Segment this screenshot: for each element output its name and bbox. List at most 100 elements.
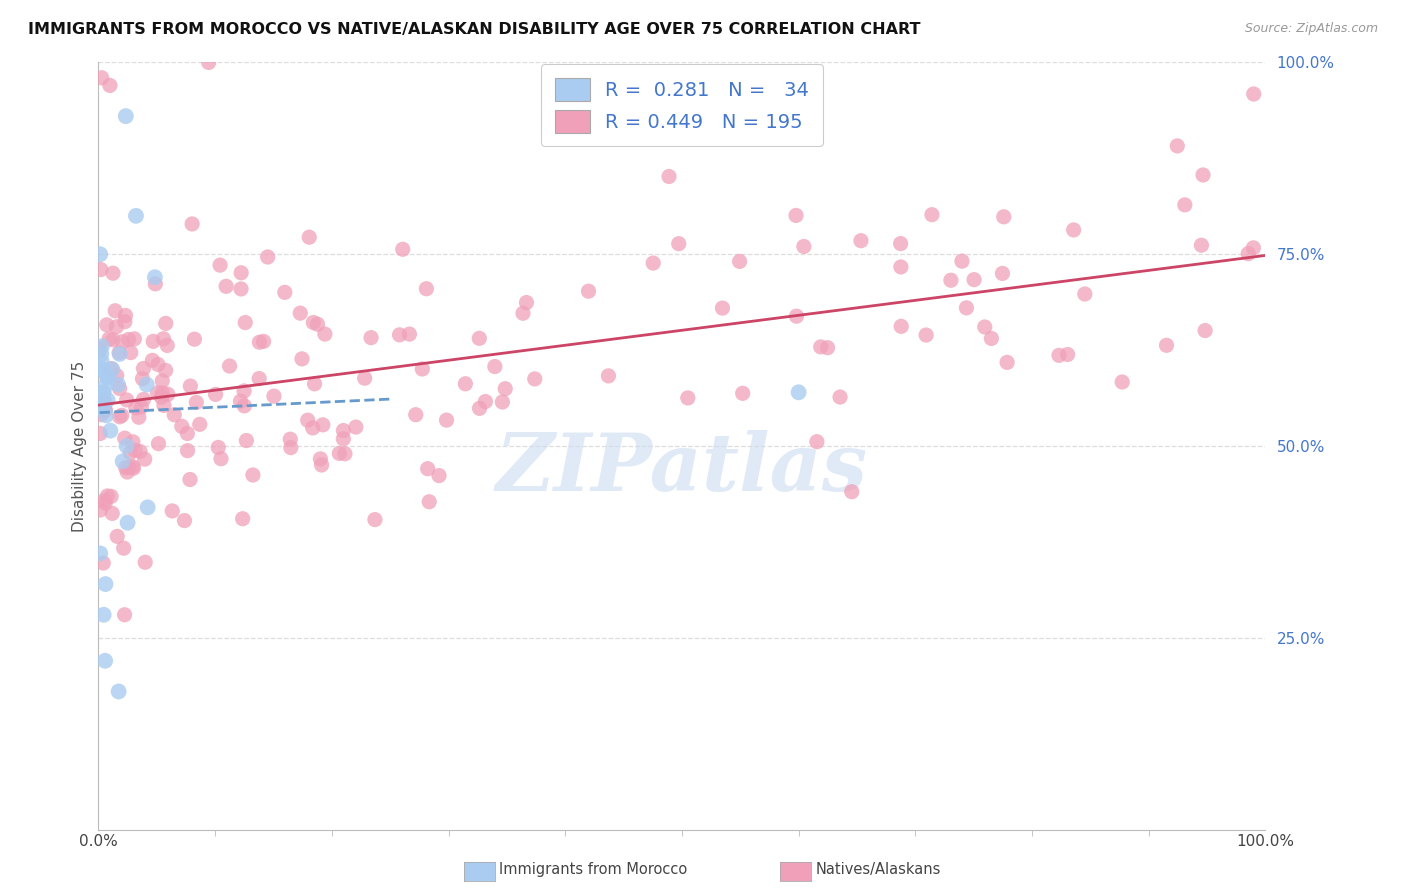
Point [278, 432, 301, 446]
Point [89, 503, 111, 517]
Point [921, 208, 943, 222]
Point [312, 417, 335, 432]
Point [94, 577, 117, 591]
Point [93, 607, 115, 622]
Point [939, 273, 962, 287]
Point [120, 446, 142, 460]
Point [197, 55, 219, 70]
Point [297, 413, 319, 427]
Point [90, 408, 112, 422]
Point [155, 363, 177, 377]
Point [474, 394, 496, 409]
Point [135, 377, 157, 392]
Point [955, 301, 977, 315]
Point [111, 454, 134, 468]
Point [963, 273, 986, 287]
Point [494, 382, 516, 396]
Point [405, 408, 427, 422]
Point [105, 529, 128, 543]
Point [160, 504, 183, 518]
Point [301, 421, 323, 435]
Point [156, 387, 179, 401]
Point [91, 401, 114, 415]
Point [112, 541, 135, 556]
Point [332, 432, 354, 446]
Point [114, 607, 136, 622]
Point [89, 362, 111, 376]
Point [152, 332, 174, 346]
Point [1056, 347, 1078, 361]
Point [107, 377, 129, 392]
Point [307, 317, 329, 331]
Point [122, 461, 145, 475]
Point [115, 392, 138, 407]
Point [1074, 287, 1097, 301]
Point [146, 386, 169, 401]
Point [134, 452, 156, 467]
Point [578, 284, 600, 298]
Point [114, 309, 136, 323]
Point [1156, 338, 1178, 352]
Point [1111, 375, 1133, 389]
Point [105, 319, 128, 334]
Point [598, 368, 620, 383]
Point [304, 376, 326, 391]
Point [91, 385, 114, 400]
Point [391, 242, 413, 256]
Point [512, 306, 534, 320]
Point [973, 320, 995, 334]
Point [90, 347, 112, 361]
Point [143, 277, 166, 291]
Point [280, 441, 302, 455]
Point [94, 403, 117, 417]
Point [995, 355, 1018, 369]
Point [233, 384, 256, 398]
Point [125, 209, 148, 223]
Point [291, 351, 314, 366]
Point [91, 393, 114, 408]
Point [1192, 168, 1215, 182]
Point [332, 424, 354, 438]
Point [314, 327, 336, 342]
Point [89, 247, 111, 261]
Point [523, 372, 546, 386]
Point [143, 270, 166, 285]
Point [806, 434, 828, 449]
Point [90, 397, 112, 411]
Point [170, 419, 193, 434]
Point [146, 358, 169, 372]
Point [991, 267, 1014, 281]
Point [416, 461, 439, 475]
Point [90, 354, 112, 368]
Point [108, 345, 131, 359]
Point [436, 413, 458, 427]
Point [418, 495, 440, 509]
Point [125, 401, 148, 415]
Point [114, 431, 136, 445]
Point [1189, 238, 1212, 252]
Point [105, 368, 128, 383]
Text: Immigrants from Morocco: Immigrants from Morocco [499, 863, 688, 877]
Point [787, 385, 810, 400]
Point [108, 409, 131, 424]
Point [179, 379, 201, 393]
Point [215, 279, 238, 293]
Text: Source: ZipAtlas.com: Source: ZipAtlas.com [1244, 22, 1378, 36]
Point [115, 439, 138, 453]
Point [1174, 198, 1197, 212]
Point [101, 507, 124, 521]
Point [101, 362, 124, 376]
Point [828, 390, 851, 404]
Point [398, 327, 420, 342]
Point [176, 443, 198, 458]
Point [298, 230, 321, 244]
Point [209, 451, 232, 466]
Point [209, 258, 232, 272]
Point [849, 234, 872, 248]
Point [96, 370, 118, 384]
Point [98, 78, 121, 93]
Point [353, 371, 375, 385]
Point [114, 109, 136, 123]
Point [252, 334, 274, 349]
Point [131, 372, 153, 386]
